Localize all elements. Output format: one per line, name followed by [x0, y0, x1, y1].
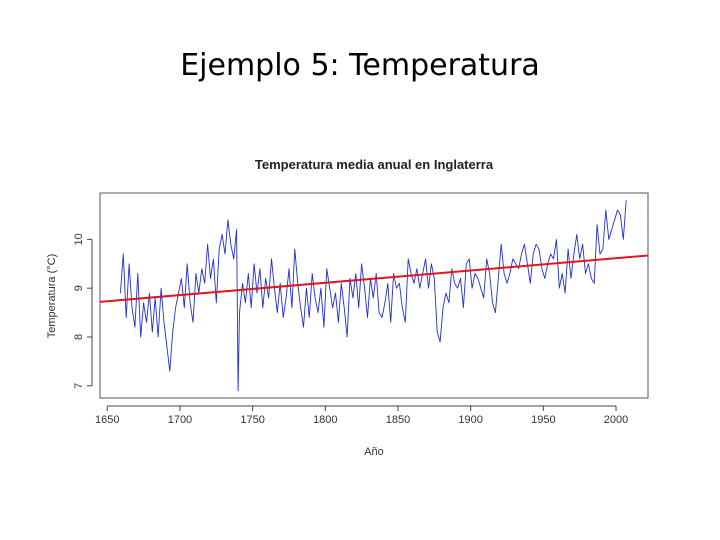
y-tick-label: 7	[73, 383, 85, 389]
trend-line	[99, 254, 649, 303]
series-group	[99, 200, 649, 392]
slide-title: Ejemplo 5: Temperatura	[180, 48, 540, 83]
x-tick-label: 1950	[531, 414, 555, 426]
chart-title: Temperatura media anual en Inglaterra	[255, 157, 494, 172]
x-axis-label: Año	[364, 446, 384, 458]
x-tick-label: 1900	[458, 414, 482, 426]
x-tick-label: 1650	[95, 414, 119, 426]
y-axis: 7 8 9 10	[73, 233, 93, 389]
x-axis: 1650 1700 1750 1800 1850 1900 1950 2000	[95, 405, 628, 426]
y-tick-label: 8	[73, 334, 85, 340]
x-tick-label: 2000	[604, 414, 628, 426]
x-tick-label: 1700	[168, 414, 192, 426]
x-tick-label: 1750	[240, 414, 264, 426]
y-tick-label: 9	[73, 285, 85, 291]
plot-area	[99, 192, 649, 399]
y-tick-label: 10	[73, 233, 85, 245]
y-axis-label: Temperatura (°C)	[46, 254, 58, 338]
series-line-temperature	[119, 200, 627, 392]
x-tick-label: 1800	[313, 414, 337, 426]
x-tick-label: 1850	[386, 414, 410, 426]
